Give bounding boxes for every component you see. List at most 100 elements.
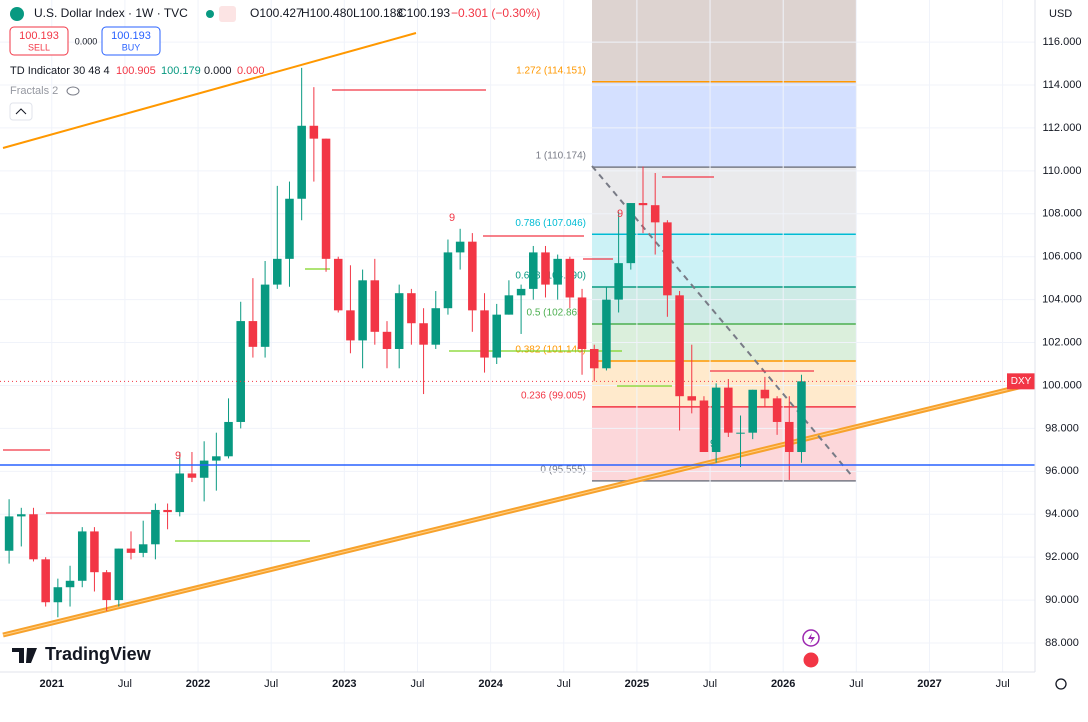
x-tick-label: Jul bbox=[264, 678, 278, 690]
fib-label: 0.382 (101.140) bbox=[515, 345, 586, 356]
candle-body bbox=[431, 308, 441, 345]
symbol-label-bg bbox=[1007, 373, 1035, 390]
x-tick-label: 2022 bbox=[186, 678, 210, 690]
candle-body bbox=[675, 295, 684, 397]
candle-body bbox=[504, 295, 514, 315]
y-tick-label: 94.000 bbox=[1045, 508, 1079, 520]
candle-body bbox=[90, 531, 99, 573]
x-tick-label: 2026 bbox=[771, 678, 795, 690]
candle-body bbox=[382, 331, 392, 349]
symbol-title: U.S. Dollar Index · 1W · TVC bbox=[34, 6, 188, 20]
candle-body bbox=[163, 509, 172, 513]
td-label: 9 bbox=[175, 450, 181, 462]
candle-body bbox=[260, 284, 270, 347]
y-tick-label: 112.000 bbox=[1043, 122, 1082, 134]
fib-label: 0.5 (102.865) bbox=[527, 308, 587, 319]
candle-body bbox=[321, 138, 331, 259]
settings-button[interactable] bbox=[1055, 678, 1067, 690]
symbol-label: DXY bbox=[1011, 376, 1032, 387]
candle-body bbox=[17, 514, 26, 517]
fib-zone bbox=[592, 0, 856, 82]
ohlc-low: L100.188 bbox=[353, 6, 403, 20]
candle-body bbox=[455, 241, 465, 253]
indicator-name: TD Indicator 30 48 4 bbox=[10, 65, 110, 77]
fib-zone bbox=[592, 234, 856, 287]
ohlc-open: O100.427 bbox=[250, 6, 303, 20]
x-tick-label: 2023 bbox=[332, 678, 356, 690]
buy-button[interactable] bbox=[101, 26, 161, 56]
buy-label[interactable]: BUY bbox=[122, 42, 141, 52]
price-axis bbox=[1035, 0, 1088, 697]
y-tick-label: 106.000 bbox=[1042, 251, 1082, 263]
y-tick-label: 114.000 bbox=[1043, 79, 1082, 91]
candle-body bbox=[370, 280, 380, 332]
y-tick-label: 104.000 bbox=[1042, 294, 1082, 306]
visibility-icon[interactable] bbox=[66, 86, 80, 96]
ohlc-change: −0.301 (−0.30%) bbox=[451, 6, 540, 20]
candle-body bbox=[236, 321, 245, 422]
candle-body bbox=[577, 297, 587, 349]
candle-body bbox=[187, 473, 197, 478]
indicator-value: 0.000 bbox=[204, 65, 232, 77]
x-tick-label: Jul bbox=[410, 678, 424, 690]
candle-body bbox=[224, 421, 233, 457]
buy-price[interactable]: 100.193 bbox=[111, 30, 151, 42]
candle-body bbox=[602, 299, 611, 369]
sell-button[interactable] bbox=[9, 26, 69, 56]
candle-body bbox=[77, 531, 87, 581]
x-tick-label: Jul bbox=[849, 678, 863, 690]
trend-line bbox=[2, 382, 1036, 636]
candle-body bbox=[29, 514, 38, 560]
candle-body bbox=[638, 203, 648, 206]
sell-label[interactable]: SELL bbox=[28, 42, 50, 52]
indicator-value: 100.179 bbox=[161, 65, 201, 77]
collapse-button[interactable] bbox=[9, 102, 33, 121]
status-dot bbox=[206, 10, 214, 18]
candle-body bbox=[492, 314, 501, 358]
candle-body bbox=[626, 203, 636, 264]
fib-label: 0 (95.555) bbox=[540, 465, 586, 476]
candle-body bbox=[285, 198, 294, 259]
time-axis bbox=[0, 672, 1088, 697]
candle-body bbox=[748, 389, 757, 433]
axis-labels: 88.00090.00092.00094.00096.00098.000100.… bbox=[40, 36, 1082, 690]
candle-body bbox=[126, 548, 136, 553]
sell-price[interactable]: 100.193 bbox=[19, 30, 59, 42]
candle-body bbox=[138, 544, 148, 553]
candle-body bbox=[785, 421, 794, 453]
candle-body bbox=[151, 509, 160, 545]
td-label: 9 bbox=[449, 212, 455, 224]
x-tick-label: Jul bbox=[703, 678, 717, 690]
candle-body bbox=[199, 460, 209, 478]
candle-body bbox=[797, 381, 806, 453]
y-tick-label: 90.000 bbox=[1045, 594, 1079, 606]
drawings bbox=[2, 32, 1036, 638]
candle-body bbox=[419, 323, 428, 345]
indicator-value: 100.905 bbox=[116, 65, 156, 77]
candle-body bbox=[529, 252, 538, 289]
candle-body bbox=[565, 258, 575, 298]
candle-body bbox=[736, 432, 745, 434]
y-tick-label: 98.000 bbox=[1045, 422, 1079, 434]
candle-body bbox=[553, 258, 562, 285]
candle-body bbox=[650, 205, 660, 223]
candle-body bbox=[175, 473, 185, 513]
indicator-name: Fractals 2 bbox=[10, 85, 58, 97]
candle-body bbox=[53, 587, 63, 603]
watermark: TradingView bbox=[45, 644, 152, 664]
candle-body bbox=[480, 310, 489, 358]
candle-body bbox=[468, 241, 477, 311]
economic-event-icon[interactable] bbox=[802, 651, 820, 669]
ohlc-close: C100.193 bbox=[398, 6, 450, 20]
candle-body bbox=[114, 548, 124, 601]
candle-body bbox=[358, 280, 367, 341]
candle-body bbox=[248, 321, 258, 347]
candle-body bbox=[711, 387, 721, 453]
fib-label: 0.786 (107.046) bbox=[515, 218, 586, 229]
candle-body bbox=[443, 252, 453, 309]
candle-body bbox=[41, 559, 50, 603]
candle-body bbox=[394, 293, 404, 349]
event-icon-glyph bbox=[808, 633, 815, 644]
fib-zone bbox=[592, 361, 856, 407]
